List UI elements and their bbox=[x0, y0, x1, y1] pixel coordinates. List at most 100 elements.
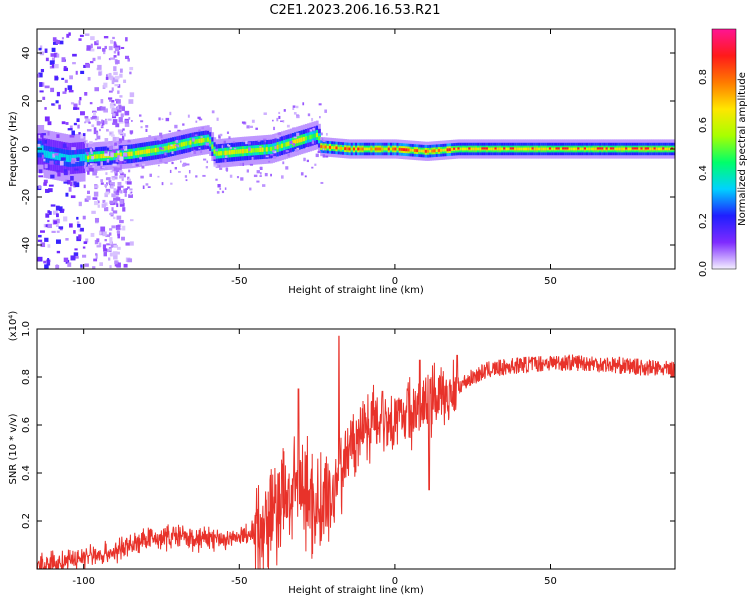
spectrogram-cell bbox=[55, 100, 59, 104]
spectrogram-cell bbox=[106, 243, 111, 246]
spectrogram-cell bbox=[49, 60, 55, 65]
spectrogram-cell bbox=[129, 71, 132, 75]
spectrogram-cell bbox=[107, 76, 111, 80]
spectrogram-cell bbox=[594, 147, 598, 151]
spectrogram-cell bbox=[65, 238, 69, 241]
spectrogram-cell bbox=[233, 149, 236, 155]
spectrogram-cell bbox=[84, 33, 90, 36]
spectrogram-cell bbox=[257, 139, 261, 142]
spectrogram-cell bbox=[116, 215, 122, 220]
spectrogram-cell bbox=[416, 149, 419, 153]
spectrogram-cell bbox=[337, 146, 341, 150]
spectrogram-cell bbox=[135, 150, 138, 156]
spectrogram-cell bbox=[93, 130, 99, 135]
spectrogram-cell bbox=[599, 147, 602, 150]
spectrogram-cell bbox=[65, 154, 69, 162]
spectrogram-cell bbox=[44, 164, 48, 169]
spectrogram-cell bbox=[150, 148, 154, 153]
spectrogram-cell bbox=[636, 147, 639, 150]
spectrogram-cell bbox=[204, 137, 208, 143]
spectrogram-cell bbox=[588, 147, 591, 151]
spectrogram-cell bbox=[129, 66, 134, 71]
spectrogram-cell bbox=[282, 120, 285, 123]
spectrogram-cell bbox=[409, 148, 413, 152]
spectrogram-cell bbox=[250, 148, 254, 153]
spectrogram-cell bbox=[117, 186, 121, 191]
spectrogram-cell bbox=[496, 147, 500, 151]
colorbar-tick-label: 0.4 bbox=[698, 165, 709, 181]
spectrogram-cell bbox=[292, 127, 295, 130]
spectrogram-cell bbox=[259, 147, 262, 153]
spectrogram-cell bbox=[113, 244, 118, 248]
spectrogram-cell bbox=[277, 132, 282, 135]
spectrogram-cell bbox=[122, 128, 125, 131]
spectrogram-cell bbox=[128, 169, 131, 173]
spectrogram-cell bbox=[109, 182, 115, 187]
spectrogram-cell bbox=[265, 147, 269, 152]
spectrogram-cell bbox=[91, 146, 95, 149]
spectrogram-cell bbox=[110, 57, 115, 60]
spectrogram-cell bbox=[514, 147, 517, 151]
spectrogram-cell bbox=[215, 149, 218, 151]
spectrogram-cell bbox=[92, 170, 97, 176]
spectrogram-cell bbox=[197, 116, 201, 119]
spectrogram-cell bbox=[105, 76, 109, 80]
spectrogram-cell bbox=[40, 242, 46, 248]
colorbar-tick-label: 0.6 bbox=[698, 117, 709, 133]
spectrogram-cell bbox=[418, 149, 422, 153]
spectrogram-cell bbox=[165, 117, 170, 122]
spectrogram-cell bbox=[121, 178, 124, 181]
spectrogram-cell bbox=[103, 167, 108, 170]
spectrogram-cell bbox=[84, 116, 89, 119]
spectrogram-cell bbox=[140, 175, 144, 179]
spectrogram-cell bbox=[618, 147, 622, 151]
spectrogram-cell bbox=[304, 136, 308, 141]
spectrogram-cell bbox=[85, 63, 91, 68]
spectrogram-cell bbox=[47, 190, 50, 193]
spectrogram-cell bbox=[278, 115, 281, 119]
spectrogram-cell bbox=[307, 135, 310, 140]
spectrogram-cell bbox=[302, 136, 306, 142]
spectrogram-cell bbox=[70, 102, 75, 105]
spectrogram-cell bbox=[159, 139, 162, 141]
spectrogram-cell bbox=[40, 68, 45, 73]
spectrogram-cell bbox=[505, 147, 509, 151]
spectrogram-cell bbox=[119, 95, 123, 98]
spectrogram-cell bbox=[53, 52, 58, 58]
spectrogram-cell bbox=[117, 233, 121, 239]
spectrogram-cell bbox=[555, 147, 558, 150]
spectrogram-cell bbox=[102, 120, 105, 126]
spectrogram-cell bbox=[98, 230, 102, 235]
spectrogram-cell bbox=[98, 242, 102, 248]
spectrogram-cell bbox=[116, 226, 121, 230]
spectrogram-cell bbox=[78, 100, 81, 106]
spectrogram-cell bbox=[84, 263, 89, 267]
spectrogram-cell bbox=[129, 130, 134, 134]
spectrogram-cell bbox=[376, 147, 380, 151]
spectrogram-cell bbox=[115, 60, 120, 64]
snr-y-tick-label: 1.0 bbox=[21, 321, 32, 337]
spectrogram-cell bbox=[200, 149, 203, 154]
spectrogram-cell bbox=[405, 148, 408, 152]
spectrogram-cell bbox=[247, 142, 251, 145]
spectrogram-cell bbox=[435, 149, 439, 153]
spectrogram-cell bbox=[114, 47, 119, 52]
spectrogram-cell bbox=[182, 141, 186, 147]
spectrogram-cell bbox=[68, 32, 71, 36]
spectrogram-cell bbox=[249, 163, 254, 166]
spectrogram-cell bbox=[108, 180, 112, 184]
spectrogram-cell bbox=[127, 58, 130, 62]
spectrogram-cell bbox=[272, 156, 277, 159]
spectrogram-cell bbox=[221, 145, 224, 149]
spectrogram-cell bbox=[111, 99, 115, 103]
spectrogram-cell bbox=[256, 170, 260, 174]
spectrogram-cell bbox=[198, 147, 201, 150]
spectrogram-cell bbox=[202, 174, 206, 177]
spectrogram-cell bbox=[243, 148, 247, 154]
spectrogram-cell bbox=[102, 231, 107, 237]
spectrogram-cell bbox=[383, 147, 387, 151]
spectrogram-cell bbox=[111, 80, 115, 85]
spectrogram-cell bbox=[86, 195, 91, 201]
spectrogram-cell bbox=[106, 129, 109, 132]
spectrogram-cell bbox=[184, 175, 188, 178]
